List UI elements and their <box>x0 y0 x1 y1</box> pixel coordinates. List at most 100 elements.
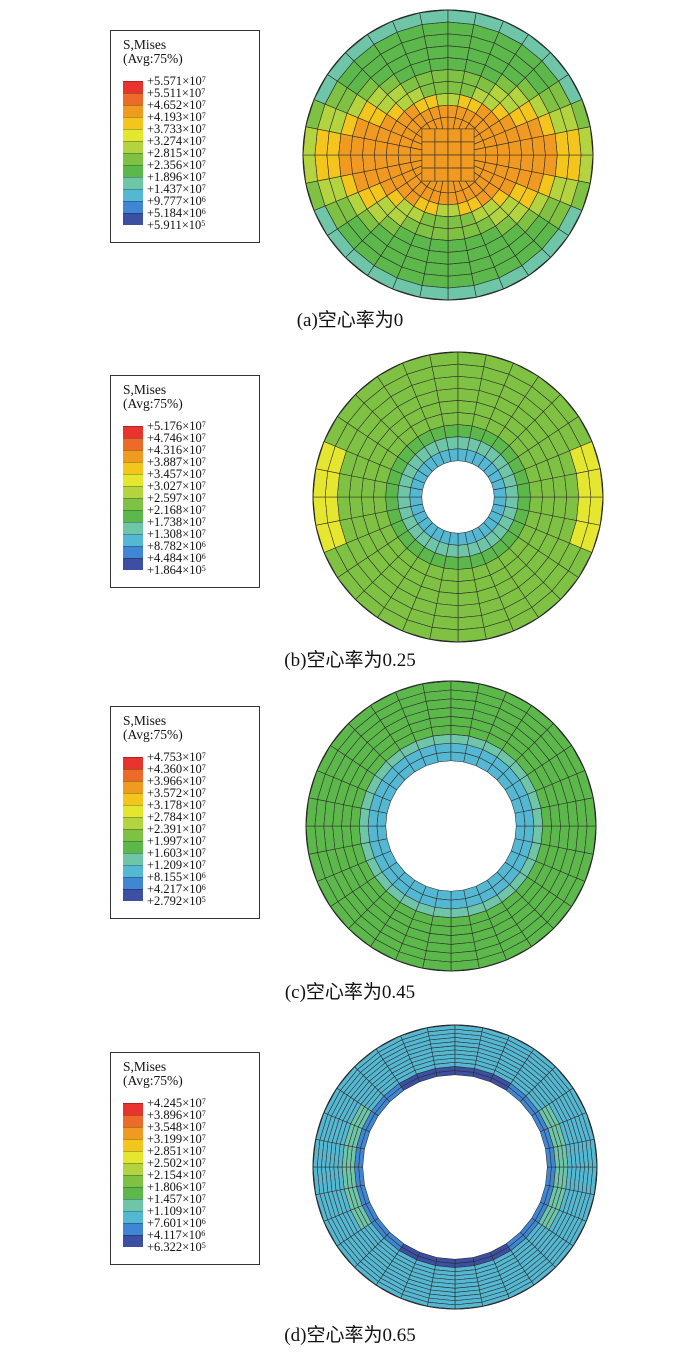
legend-exponent: 7 <box>201 504 206 513</box>
mesh-element <box>433 81 449 95</box>
legend-value: +4.652×107 <box>147 99 206 112</box>
legend-mantissa: +3.274 <box>147 134 183 148</box>
legend-swatch <box>123 1187 143 1199</box>
legend-times-ten: ×10 <box>182 206 202 220</box>
legend-swatch <box>123 81 143 93</box>
legend-mantissa: +1.457 <box>147 1192 183 1206</box>
legend-values: +4.245×107 +3.896×107 +3.548×107 +3.199×107… <box>147 1097 206 1254</box>
outer-boundary <box>302 9 594 301</box>
legend-times-ten: ×10 <box>181 86 202 100</box>
legend-exponent: 7 <box>201 135 206 144</box>
legend-times-ten: ×10 <box>182 146 202 160</box>
legend-times-ten: ×10 <box>182 882 202 896</box>
mesh-element <box>460 167 475 182</box>
legend-value: +3.199×107 <box>147 1132 206 1146</box>
legend-times-ten: ×10 <box>182 846 202 860</box>
mesh-element <box>362 137 377 156</box>
outer-boundary <box>312 1024 598 1310</box>
mesh-element <box>350 154 365 175</box>
mesh-element <box>373 480 388 498</box>
legend-mantissa: +1.603 <box>147 846 183 860</box>
mesh-element <box>552 496 568 519</box>
legend-mantissa: +2.154 <box>147 1168 183 1182</box>
legend-mantissa: +3.027 <box>147 479 183 493</box>
mesh-element <box>361 477 376 498</box>
stress-legend: S,Mises (Avg:75%) +4.245×107 +3.896×107 +3.5… <box>110 1052 260 1265</box>
legend-mantissa: +3.199 <box>147 1132 183 1146</box>
legend-times-ten: ×10 <box>182 467 202 481</box>
legend-times-ten: ×10 <box>182 870 202 884</box>
legend-value: +1.308×107 <box>147 528 206 541</box>
mesh-element <box>505 484 519 498</box>
legend-swatch <box>123 1151 143 1163</box>
legend-times-ten: ×10 <box>181 218 202 232</box>
legend-value: +8.782×106 <box>147 539 206 553</box>
mesh-element <box>457 579 478 594</box>
legend-mantissa: +5.511 <box>147 86 182 100</box>
stress-legend: S,Mises (Avg:75%) +5.176×107 +4.746×107 +4.3… <box>110 375 260 588</box>
mesh-element <box>428 238 449 253</box>
mesh-element <box>460 141 475 156</box>
legend-swatch <box>123 105 143 117</box>
mesh-element <box>447 128 462 143</box>
mesh-element <box>531 135 546 156</box>
legend-value: +5.571×107 <box>147 75 206 88</box>
legend-mantissa: +8.782 <box>147 539 183 553</box>
legend-mantissa: +2.815 <box>147 146 183 160</box>
legend-exponent: 7 <box>201 123 206 132</box>
legend-value: +3.274×107 <box>147 134 206 148</box>
mesh-element <box>457 544 471 558</box>
legend-exponent: 5 <box>201 895 206 904</box>
legend-mantissa: +4.360 <box>147 762 183 776</box>
legend-value: +4.193×107 <box>147 110 206 124</box>
legend-mantissa: +1.997 <box>147 834 183 848</box>
legend-times-ten: ×10 <box>182 1144 202 1158</box>
legend-times-ten: ×10 <box>182 786 202 800</box>
legend-exponent: 7 <box>201 1205 206 1214</box>
legend-exponent: 7 <box>201 823 206 832</box>
legend-exponent: 6 <box>201 195 206 204</box>
legend-swatch <box>123 1199 143 1211</box>
legend-mantissa: +3.457 <box>147 467 183 481</box>
mesh-element <box>447 167 462 182</box>
legend-value: +1.738×107 <box>147 516 206 529</box>
mesh-element <box>421 154 436 169</box>
legend-exponent: 7 <box>201 183 206 192</box>
stress-legend: S,Mises (Avg:75%) +5.571×107 +5.511×107 +4.6… <box>110 30 260 243</box>
legend-value: +3.966×107 <box>147 775 206 788</box>
legend-times-ten: ×10 <box>182 110 202 124</box>
legend-mantissa: +3.572 <box>147 786 183 800</box>
mesh-element <box>441 412 459 427</box>
mesh-element <box>428 57 449 72</box>
legend-value: +2.154×107 <box>147 1168 206 1182</box>
legend-mantissa: +2.356 <box>147 158 183 172</box>
mesh-element <box>540 496 555 517</box>
legend-value: +3.887×107 <box>147 456 206 469</box>
legend-exponent: 7 <box>201 1109 206 1118</box>
legend-exponent: 7 <box>201 444 206 453</box>
legend-value: +2.792×105 <box>147 895 206 908</box>
legend-swatch <box>123 177 143 189</box>
legend-exponent: 6 <box>201 540 206 549</box>
mesh-element <box>374 154 388 170</box>
legend-swatch <box>123 141 143 153</box>
mesh-element <box>385 496 400 512</box>
legend-colorbar <box>123 757 143 901</box>
legend-value: +1.457×107 <box>147 1192 206 1206</box>
legend-swatch <box>123 1163 143 1175</box>
legend-value: +3.548×107 <box>147 1120 206 1134</box>
legend-exponent: 7 <box>201 516 206 525</box>
mesh-element <box>373 496 388 514</box>
legend-swatch <box>123 1175 143 1187</box>
stress-legend: S,Mises (Avg:75%) +4.753×107 +4.360×107 +3.9… <box>110 706 260 919</box>
legend-mantissa: +2.597 <box>147 491 183 505</box>
mesh-element <box>457 412 475 427</box>
legend-value: +1.806×107 <box>147 1181 206 1194</box>
legend-swatch <box>123 498 143 510</box>
legend-exponent: 7 <box>201 1193 206 1202</box>
legend-value: +2.502×107 <box>147 1157 206 1170</box>
legend-mantissa: +1.864 <box>147 563 183 577</box>
legend-mantissa: +2.851 <box>147 1144 183 1158</box>
legend-exponent: 6 <box>201 1229 206 1238</box>
legend-mantissa: +3.548 <box>147 1120 183 1134</box>
